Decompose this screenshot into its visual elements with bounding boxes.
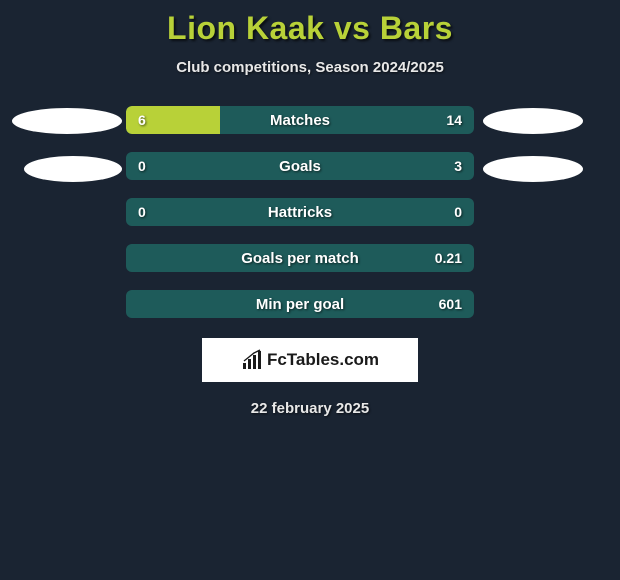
brand-link[interactable]: FcTables.com bbox=[202, 338, 418, 382]
player-photo-left-1 bbox=[12, 108, 122, 134]
stat-value-right: 14 bbox=[446, 112, 462, 128]
stat-value-left: 0 bbox=[138, 158, 146, 174]
page-title: Lion Kaak vs Bars bbox=[167, 10, 453, 47]
stat-row-goals: 0 Goals 3 bbox=[126, 152, 474, 180]
stat-value-right: 3 bbox=[454, 158, 462, 174]
left-player-icons bbox=[8, 106, 126, 182]
stat-value-right: 0.21 bbox=[435, 250, 462, 266]
stat-label: Matches bbox=[270, 112, 330, 129]
chart-icon bbox=[241, 349, 263, 371]
stat-label: Goals per match bbox=[241, 250, 359, 267]
stat-value-right: 601 bbox=[439, 296, 462, 312]
brand-text: FcTables.com bbox=[267, 350, 379, 370]
right-player-icons bbox=[474, 106, 592, 182]
stat-label: Min per goal bbox=[256, 296, 344, 313]
stat-value-right: 0 bbox=[454, 204, 462, 220]
stat-row-matches: 6 Matches 14 bbox=[126, 106, 474, 134]
stats-area: 6 Matches 14 0 Goals 3 0 Hattricks 0 Goa… bbox=[0, 106, 620, 318]
player-photo-right-1 bbox=[483, 108, 583, 134]
stat-row-hattricks: 0 Hattricks 0 bbox=[126, 198, 474, 226]
stat-label: Hattricks bbox=[268, 204, 332, 221]
stat-row-min-per-goal: Min per goal 601 bbox=[126, 290, 474, 318]
player-photo-left-2 bbox=[24, 156, 122, 182]
stat-value-left: 0 bbox=[138, 204, 146, 220]
stat-row-goals-per-match: Goals per match 0.21 bbox=[126, 244, 474, 272]
stat-label: Goals bbox=[279, 158, 321, 175]
date-label: 22 february 2025 bbox=[251, 400, 369, 417]
stat-value-left: 6 bbox=[138, 112, 146, 128]
stats-card: Lion Kaak vs Bars Club competitions, Sea… bbox=[0, 0, 620, 417]
player-photo-right-2 bbox=[483, 156, 583, 182]
page-subtitle: Club competitions, Season 2024/2025 bbox=[176, 59, 444, 76]
stat-bars: 6 Matches 14 0 Goals 3 0 Hattricks 0 Goa… bbox=[126, 106, 474, 318]
